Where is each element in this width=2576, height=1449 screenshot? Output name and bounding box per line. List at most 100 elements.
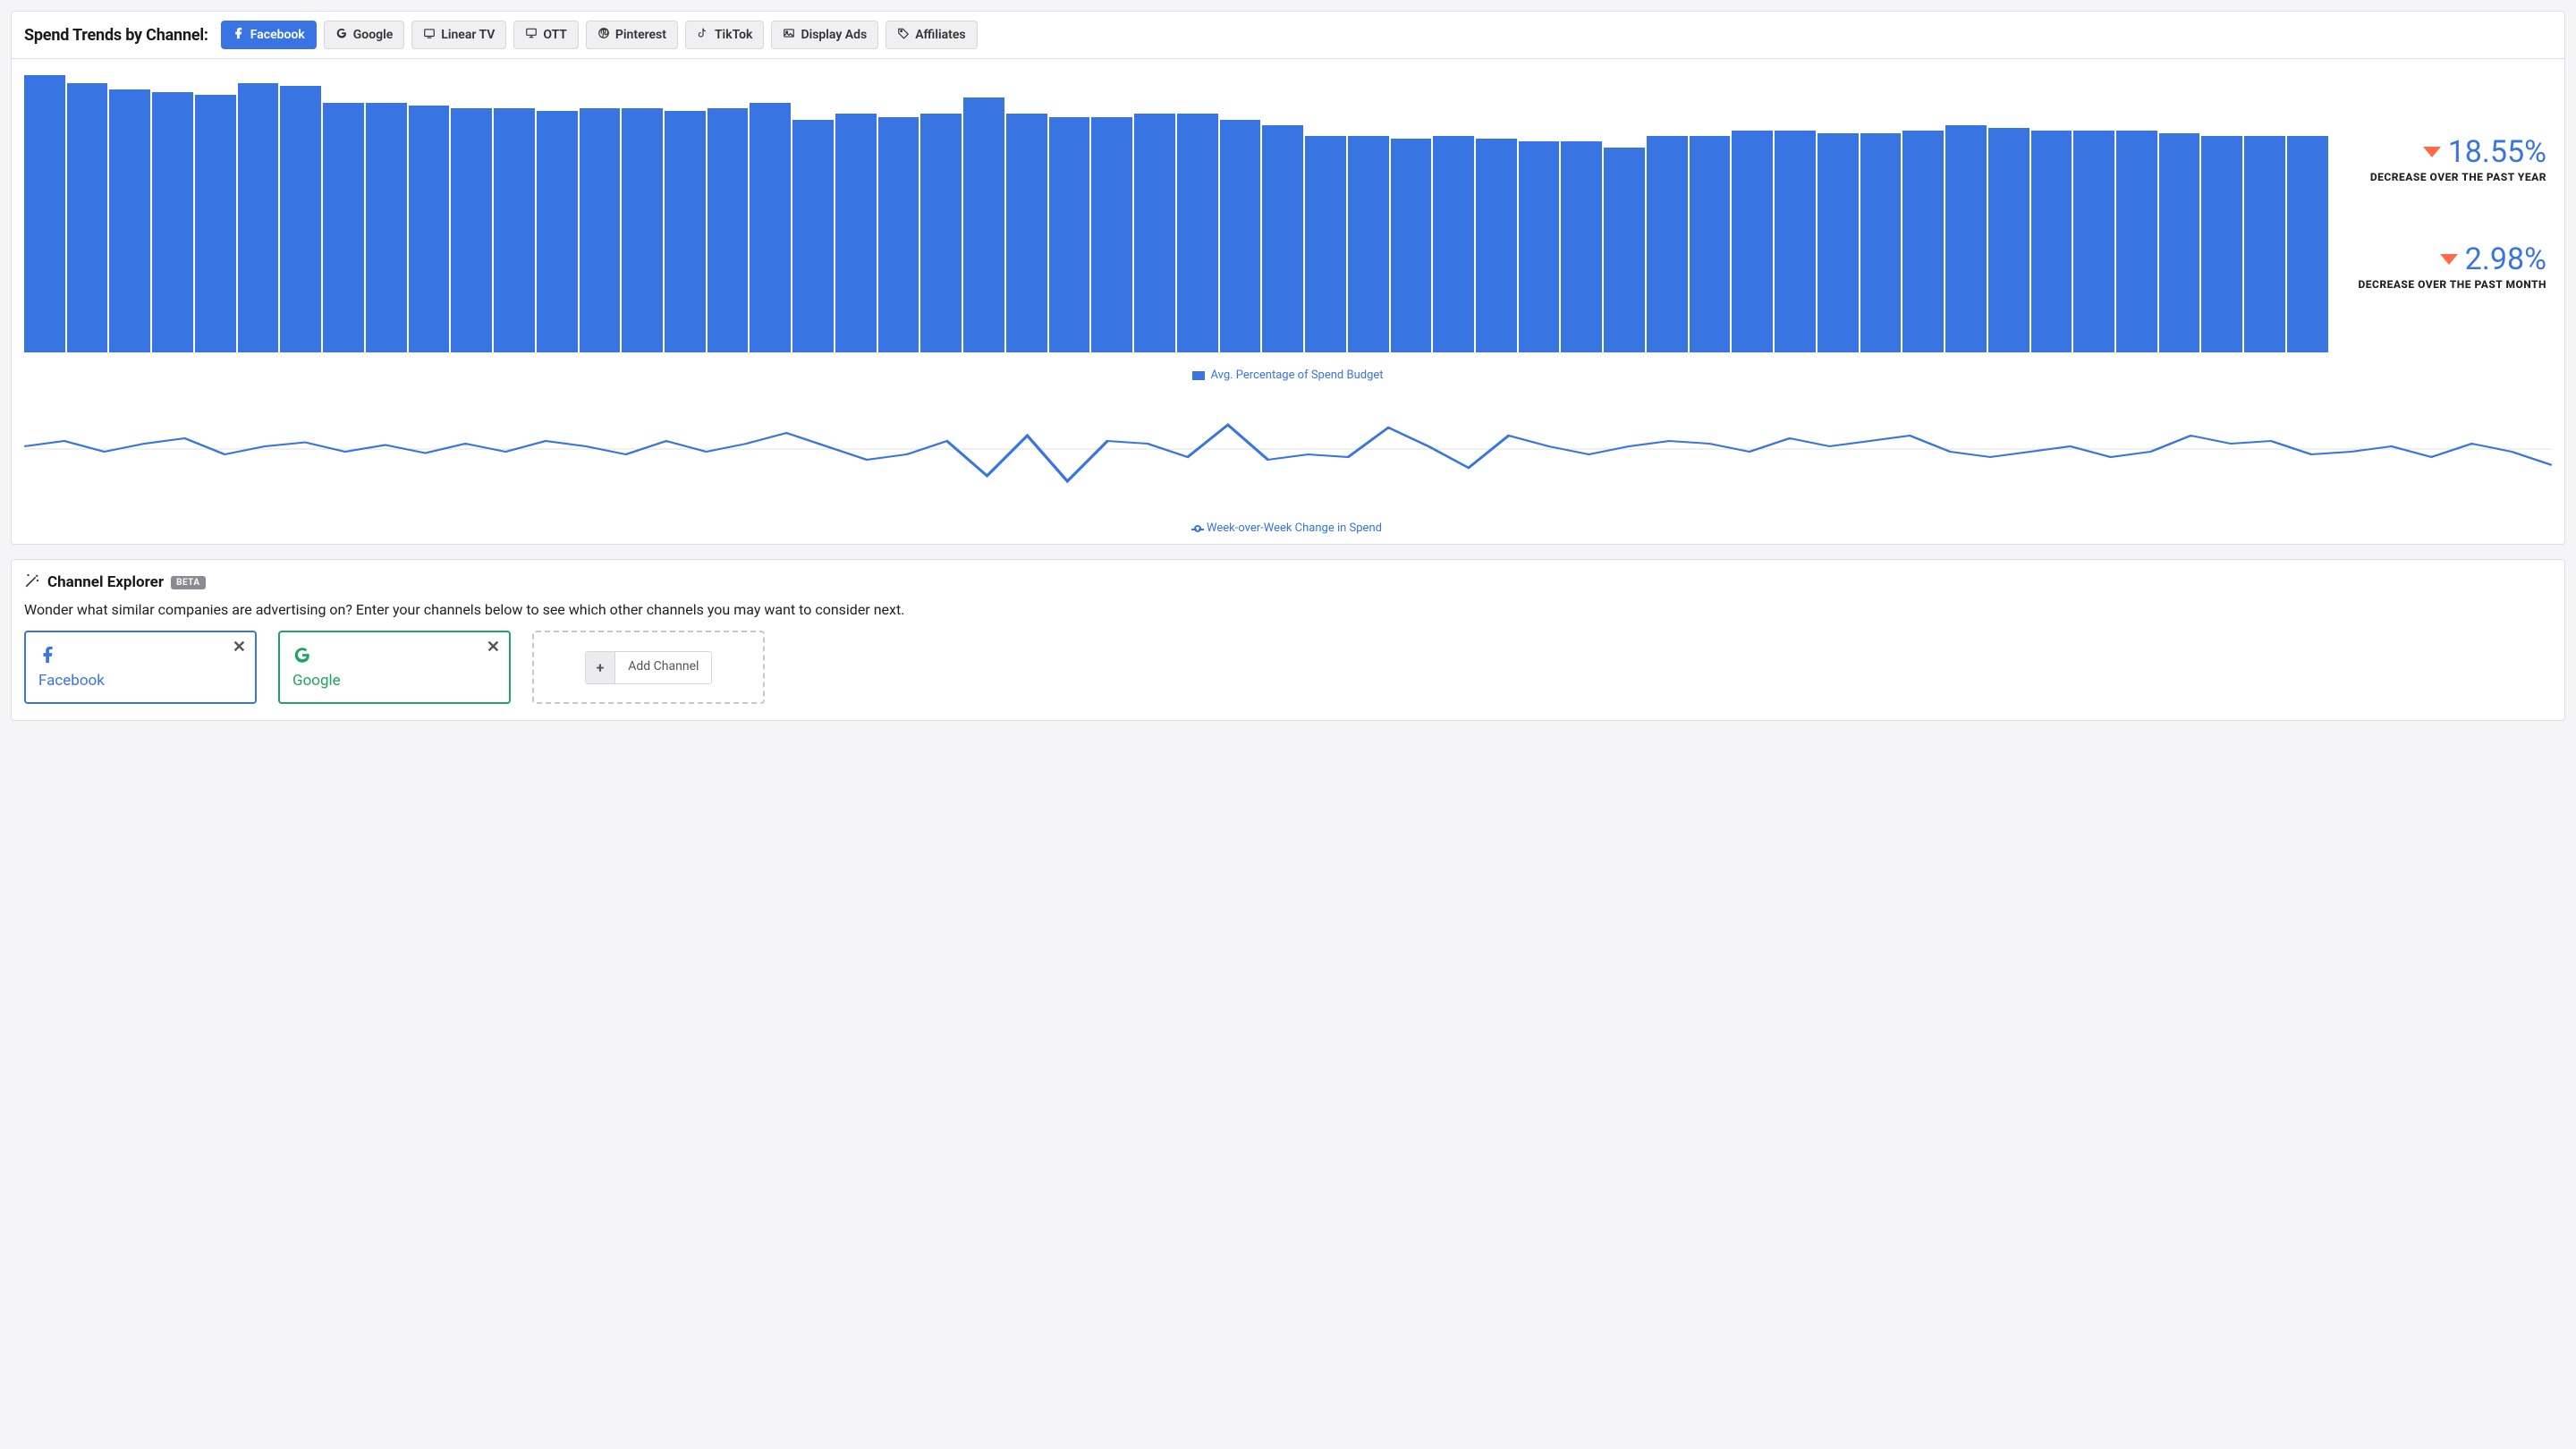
- facebook-icon: [233, 27, 245, 43]
- explorer-header: Channel Explorer BETA: [12, 560, 2564, 597]
- tag-icon: [897, 27, 910, 43]
- google-icon: [335, 27, 348, 43]
- tab-label: Affiliates: [915, 28, 965, 42]
- bar: [1519, 141, 1560, 352]
- bar: [109, 89, 150, 353]
- channel-card-label: Facebook: [38, 672, 242, 690]
- bar: [792, 120, 834, 352]
- channel-card-label: Google: [292, 672, 496, 690]
- bar: [67, 83, 108, 352]
- tab-ott[interactable]: OTT: [513, 21, 579, 49]
- stat-month-label: DECREASE OVER THE PAST MONTH: [2358, 278, 2546, 291]
- google-icon: [292, 645, 496, 668]
- bar: [1049, 117, 1090, 353]
- pinterest-icon: [597, 27, 610, 43]
- plus-icon: +: [586, 652, 616, 683]
- bar: [1476, 139, 1517, 352]
- beta-badge: BETA: [171, 576, 206, 589]
- stat-year-label: DECREASE OVER THE PAST YEAR: [2370, 171, 2546, 183]
- bar: [1561, 141, 1602, 352]
- tabs-header: Spend Trends by Channel: Facebook Google L…: [12, 12, 2564, 59]
- explorer-subtitle: Wonder what similar companies are advert…: [12, 597, 2564, 631]
- bar: [1945, 125, 1987, 352]
- add-channel-card: +Add Channel: [532, 631, 765, 704]
- bar: [2073, 131, 2114, 352]
- channel-card-facebook[interactable]: ✕ Facebook: [24, 631, 257, 704]
- tab-lineartv[interactable]: Linear TV: [411, 21, 506, 49]
- close-icon[interactable]: ✕: [233, 638, 246, 657]
- bar-chart-row: 18.55% DECREASE OVER THE PAST YEAR 2.98%…: [24, 75, 2552, 352]
- tab-display[interactable]: Display Ads: [771, 21, 878, 49]
- bar: [580, 108, 621, 352]
- tab-tiktok[interactable]: TikTok: [685, 21, 765, 49]
- bar: [665, 111, 706, 352]
- bar: [1647, 136, 1688, 352]
- bar: [1604, 148, 1645, 352]
- line-chart-panel: Week-over-Week Change in Spend: [12, 391, 2564, 544]
- bar: [2116, 131, 2157, 352]
- tab-label: Facebook: [250, 28, 305, 42]
- tab-label: Pinterest: [615, 28, 666, 42]
- bar-chart-panel: 18.55% DECREASE OVER THE PAST YEAR 2.98%…: [12, 59, 2564, 391]
- bar-chart: [24, 75, 2328, 352]
- bar: [494, 108, 535, 352]
- bar: [537, 111, 578, 352]
- tab-label: OTT: [543, 28, 567, 42]
- tab-label: Display Ads: [801, 28, 867, 42]
- bar: [2244, 136, 2285, 352]
- spend-trends-card: Spend Trends by Channel: Facebook Google L…: [11, 11, 2565, 545]
- line-path: [24, 425, 2552, 481]
- line-chart-legend: Week-over-Week Change in Spend: [24, 521, 2552, 535]
- bar: [2201, 136, 2242, 352]
- channel-explorer-card: Channel Explorer BETA Wonder what simila…: [11, 559, 2565, 721]
- bar: [1177, 114, 1218, 352]
- stat-month: 2.98% DECREASE OVER THE PAST MONTH: [2358, 244, 2546, 291]
- bar: [1690, 136, 1731, 352]
- tab-affiliates[interactable]: Affiliates: [886, 21, 977, 49]
- line-legend-label: Week-over-Week Change in Spend: [1207, 521, 1382, 535]
- stat-month-value: 2.98%: [2465, 244, 2546, 275]
- bar: [24, 75, 65, 352]
- bar: [1902, 131, 1944, 352]
- bar: [750, 103, 791, 352]
- bar: [1391, 139, 1432, 352]
- tabs-container: Facebook Google Linear TV OTT Pinterest TikTo…: [221, 21, 978, 49]
- bar: [451, 108, 492, 352]
- cards-row: ✕ Facebook ✕ Google +Add Channel: [12, 631, 2564, 720]
- line-chart: [24, 409, 2552, 489]
- bar: [878, 117, 919, 353]
- bar: [1775, 131, 1816, 352]
- bar: [1305, 136, 1346, 352]
- bar: [280, 86, 321, 352]
- tab-label: Linear TV: [441, 28, 495, 42]
- bar: [835, 114, 877, 352]
- bar: [1348, 136, 1389, 352]
- bar: [2287, 136, 2328, 352]
- wand-icon: [24, 572, 40, 592]
- bar: [1988, 128, 2029, 352]
- bar: [2031, 131, 2072, 352]
- bar: [1134, 114, 1175, 352]
- tab-facebook[interactable]: Facebook: [221, 21, 317, 49]
- bar: [622, 108, 663, 352]
- facebook-icon: [38, 645, 242, 668]
- bar: [195, 95, 236, 352]
- bar: [323, 103, 364, 352]
- bar: [2159, 133, 2200, 352]
- tab-pinterest[interactable]: Pinterest: [586, 21, 678, 49]
- tv-icon: [423, 27, 436, 43]
- bar: [238, 83, 279, 352]
- bar: [1818, 133, 1859, 352]
- tabs-title: Spend Trends by Channel:: [24, 26, 208, 45]
- bar: [1732, 131, 1773, 352]
- close-icon[interactable]: ✕: [487, 638, 500, 657]
- bar: [1860, 133, 1902, 352]
- add-channel-label: Add Channel: [615, 652, 711, 683]
- bar: [152, 92, 193, 352]
- add-channel-button[interactable]: +Add Channel: [585, 651, 713, 684]
- channel-card-google[interactable]: ✕ Google: [278, 631, 511, 704]
- bar: [920, 114, 962, 352]
- bar: [366, 103, 407, 352]
- tab-google[interactable]: Google: [324, 21, 405, 49]
- bar: [1091, 117, 1132, 353]
